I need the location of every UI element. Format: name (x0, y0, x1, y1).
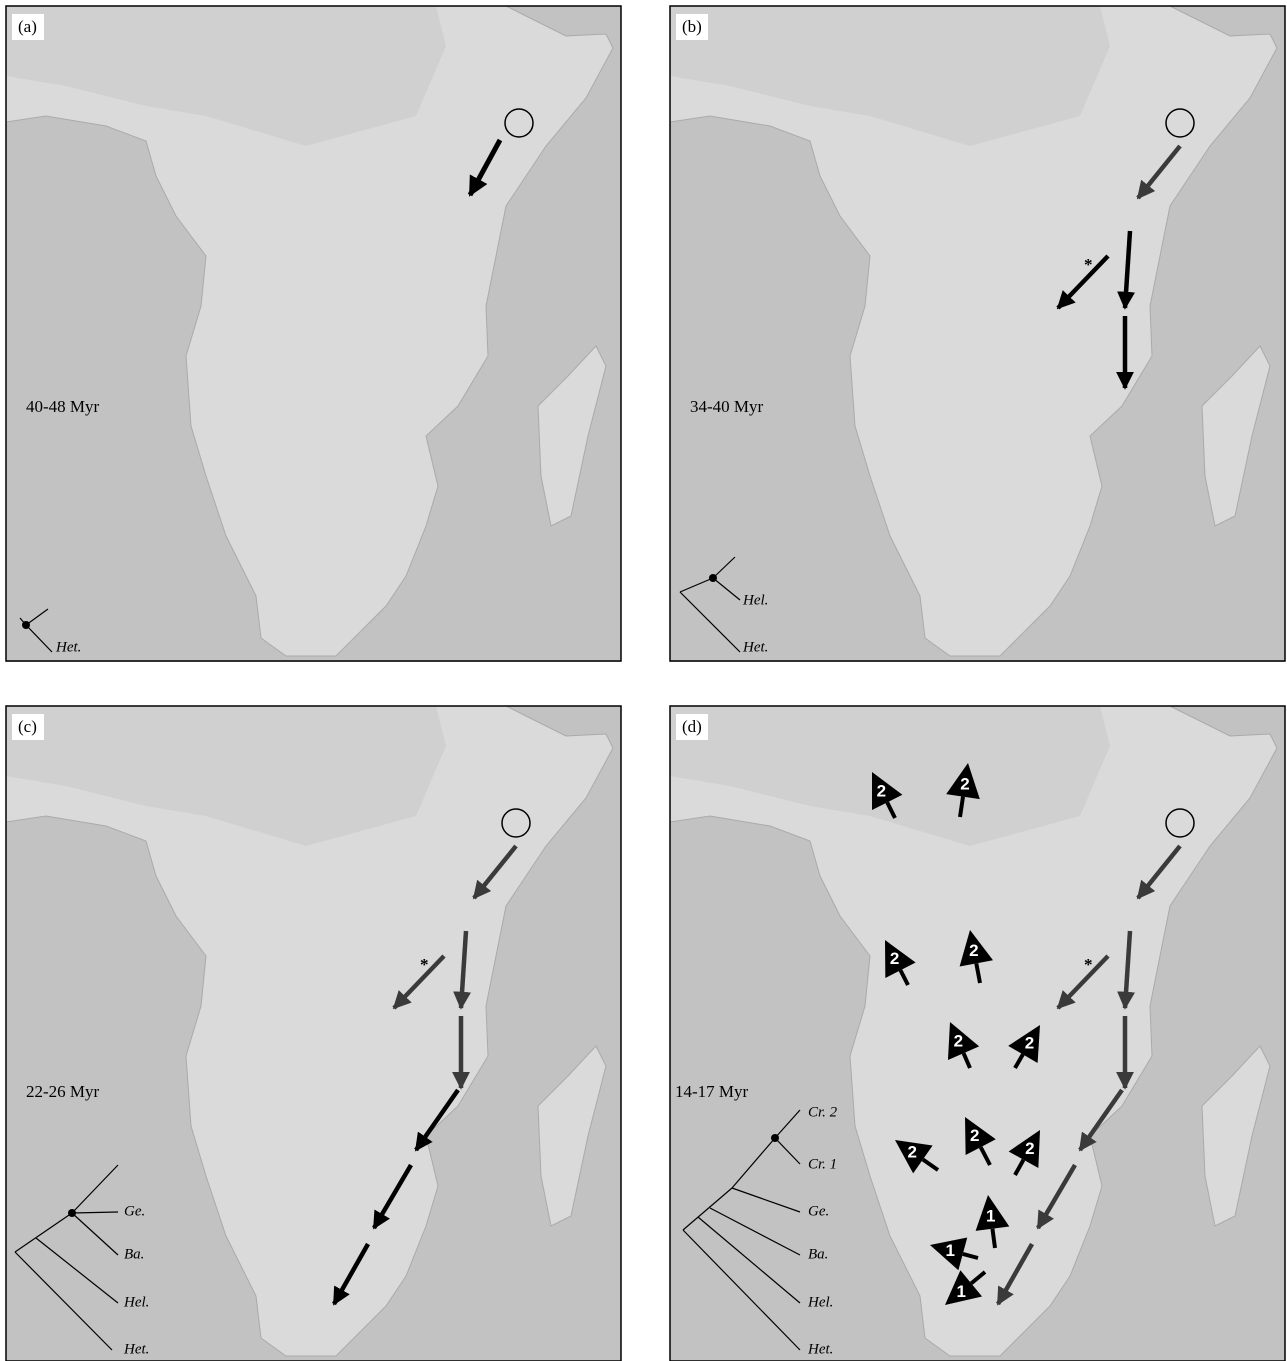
arrow-number: 2 (969, 941, 978, 960)
arrow-number: 2 (954, 1032, 963, 1051)
tree-tip-label: Ge. (808, 1203, 829, 1219)
arrow-number: 1 (956, 1282, 965, 1301)
arrow-number: 2 (1025, 1034, 1034, 1053)
tree-node (22, 621, 30, 629)
panel-label: (b) (682, 17, 702, 36)
arrow-number: 2 (877, 781, 886, 800)
tree-node (68, 1209, 76, 1217)
panel-label: (a) (18, 17, 37, 36)
arrow-number: 2 (890, 949, 899, 968)
tree-tip-label: Het. (55, 639, 81, 655)
tree-tip-label: Cr. 2 (808, 1104, 838, 1120)
period-label: 22-26 Myr (26, 1082, 100, 1101)
arrow-number: 1 (946, 1241, 955, 1260)
period-label: 34-40 Myr (690, 397, 764, 416)
map-panel: (a) 40-48 Myr Het. (6, 6, 621, 662)
tree-tip-label: Hel. (742, 592, 768, 608)
tree-tip-label: Het. (807, 1341, 833, 1357)
tree-tip-label: Het. (123, 1341, 149, 1357)
arrow-shaft (992, 1229, 995, 1248)
map-panel: (b) 34-40 Myr * Hel. Het. (670, 6, 1285, 662)
tree-tip-label: Hel. (123, 1294, 149, 1310)
map-panel: (d) 14-17 Myr * Cr. 2 Cr. 1 Ge. Ba. Hel. Het. 2 2 2… (670, 706, 1285, 1361)
period-label: 14-17 Myr (675, 1082, 749, 1101)
asterisk: * (1084, 255, 1093, 274)
asterisk: * (1084, 955, 1093, 974)
tree-node (709, 574, 717, 582)
map-relief (6, 706, 621, 1361)
tree-tip-label: Hel. (807, 1294, 833, 1310)
arrow-number: 1 (986, 1206, 995, 1225)
tree-tip-label: Cr. 1 (808, 1156, 837, 1172)
map-relief (670, 6, 1285, 662)
tree-node (771, 1134, 779, 1142)
arrow-number: 2 (970, 1126, 979, 1145)
period-label: 40-48 Myr (26, 397, 100, 416)
asterisk: * (420, 955, 429, 974)
arrow-number: 2 (907, 1143, 916, 1162)
tree-tip-label: Ba. (808, 1246, 828, 1262)
tree-tip-label: Ge. (124, 1203, 145, 1219)
arrow-number: 2 (960, 774, 969, 793)
map-relief (670, 706, 1285, 1361)
panel-label: (c) (18, 717, 37, 736)
arrow-number: 2 (1025, 1139, 1034, 1158)
tree-tip-label: Het. (742, 639, 768, 655)
map-relief (6, 6, 621, 662)
map-panel: (c) 22-26 Myr * Ge. Ba. Hel. Het. (6, 706, 621, 1361)
panel-label: (d) (682, 717, 702, 736)
figure: (a)40-48 MyrHet.(b)34-40 Myr*Hel.Het.(c)… (0, 0, 1287, 1361)
tree-tip-label: Ba. (124, 1246, 144, 1262)
